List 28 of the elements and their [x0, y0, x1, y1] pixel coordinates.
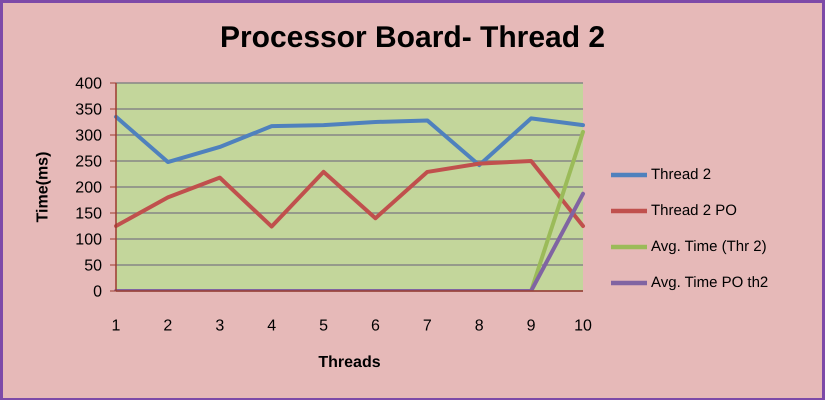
- x-tick-label: 3: [215, 317, 224, 334]
- line-series: [114, 114, 585, 168]
- x-tick-label: 1: [112, 317, 121, 334]
- y-tick-label: 300: [75, 128, 102, 145]
- y-tick-label: 100: [75, 232, 102, 249]
- y-tick-label: 0: [93, 284, 102, 301]
- y-tick-label: 350: [75, 102, 102, 119]
- x-tick-label: 4: [267, 317, 276, 334]
- chart-title: Processor Board- Thread 2: [218, 21, 606, 55]
- x-tick-label: 8: [474, 317, 484, 334]
- y-tick-label: 50: [84, 258, 102, 275]
- y-tick-label: 150: [75, 206, 102, 223]
- x-tick-label: 2: [163, 317, 172, 334]
- legend-label: Avg. Time (Thr 2): [651, 238, 767, 256]
- y-tick-label: 250: [75, 154, 102, 171]
- y-axis-title: Time(ms): [34, 152, 52, 222]
- x-tick-label: 6: [370, 317, 380, 334]
- legend-label: Thread 2: [651, 166, 712, 183]
- x-tick-label: 9: [526, 317, 536, 334]
- y-tick-label: 200: [75, 180, 102, 197]
- x-tick-label: 10: [574, 317, 592, 334]
- legend-label: Thread 2 PO: [651, 202, 737, 220]
- legend-label: Avg. Time PO th2: [651, 274, 768, 292]
- x-axis-title: Threads: [318, 354, 381, 371]
- y-tick-label: 400: [75, 76, 102, 93]
- x-tick-label: 5: [319, 317, 328, 334]
- line-series: [114, 159, 585, 229]
- x-tick-label: 7: [422, 317, 432, 334]
